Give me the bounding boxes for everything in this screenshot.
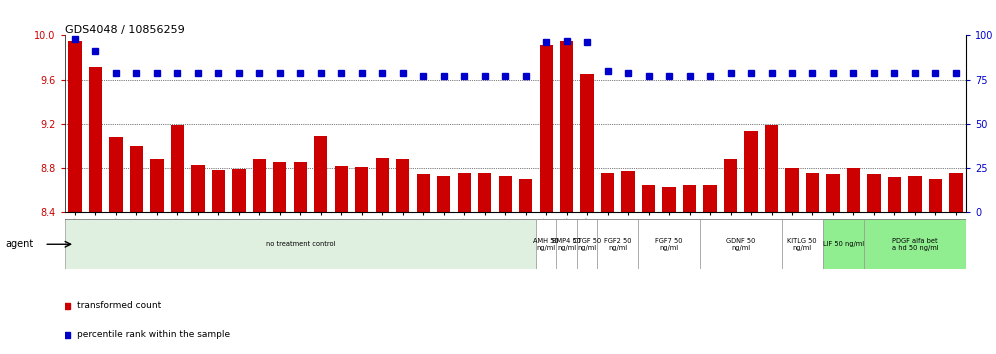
Bar [396, 159, 409, 212]
Text: FGF2 50
ng/ml: FGF2 50 ng/ml [605, 238, 631, 251]
Bar [129, 146, 143, 212]
Text: transformed count: transformed count [78, 301, 161, 310]
Bar [273, 161, 287, 212]
Bar [638, 219, 700, 269]
Bar [499, 176, 512, 212]
Bar [150, 159, 163, 212]
Bar [683, 185, 696, 212]
Bar [908, 176, 921, 212]
Bar [478, 173, 491, 212]
Bar [540, 45, 553, 212]
Bar [536, 219, 557, 269]
Text: LIF 50 ng/ml: LIF 50 ng/ml [823, 241, 864, 247]
Bar [375, 158, 388, 212]
Bar [191, 165, 204, 212]
Bar [868, 174, 880, 212]
Bar [949, 173, 962, 212]
Bar [823, 219, 864, 269]
Bar [782, 219, 823, 269]
Text: percentile rank within the sample: percentile rank within the sample [78, 330, 230, 339]
Bar [416, 174, 430, 212]
Bar [598, 219, 638, 269]
Bar [577, 219, 598, 269]
Bar [703, 185, 717, 212]
Bar [847, 168, 861, 212]
Bar [662, 187, 675, 212]
Bar [232, 169, 246, 212]
Bar [864, 219, 966, 269]
Text: PDGF alfa bet
a hd 50 ng/ml: PDGF alfa bet a hd 50 ng/ml [891, 238, 938, 251]
Text: no treatment control: no treatment control [266, 241, 335, 247]
Bar [557, 219, 577, 269]
Bar [928, 179, 942, 212]
Bar [827, 174, 840, 212]
Bar [314, 136, 328, 212]
Bar [765, 125, 778, 212]
Bar [519, 179, 532, 212]
Bar [253, 159, 266, 212]
Bar [560, 41, 574, 212]
Text: GDNF 50
ng/ml: GDNF 50 ng/ml [726, 238, 755, 251]
Bar [65, 219, 536, 269]
Bar [294, 161, 307, 212]
Bar [89, 68, 103, 212]
Bar [356, 167, 369, 212]
Bar [806, 173, 819, 212]
Text: GDS4048 / 10856259: GDS4048 / 10856259 [65, 25, 184, 35]
Text: AMH 50
ng/ml: AMH 50 ng/ml [533, 238, 559, 251]
Bar [581, 74, 594, 212]
Text: agent: agent [5, 239, 33, 249]
Bar [744, 131, 758, 212]
Bar [335, 166, 348, 212]
Bar [601, 173, 615, 212]
Bar [437, 176, 450, 212]
Bar [457, 173, 471, 212]
Text: BMP4 50
ng/ml: BMP4 50 ng/ml [552, 238, 581, 251]
Bar [642, 185, 655, 212]
Bar [785, 168, 799, 212]
Text: CTGF 50
ng/ml: CTGF 50 ng/ml [573, 238, 602, 251]
Text: KITLG 50
ng/ml: KITLG 50 ng/ml [788, 238, 817, 251]
Bar [212, 170, 225, 212]
Bar [700, 219, 782, 269]
Bar [110, 137, 123, 212]
Bar [724, 159, 737, 212]
Bar [622, 171, 634, 212]
Bar [170, 125, 184, 212]
Bar [69, 41, 82, 212]
Text: FGF7 50
ng/ml: FGF7 50 ng/ml [655, 238, 683, 251]
Bar [887, 177, 901, 212]
